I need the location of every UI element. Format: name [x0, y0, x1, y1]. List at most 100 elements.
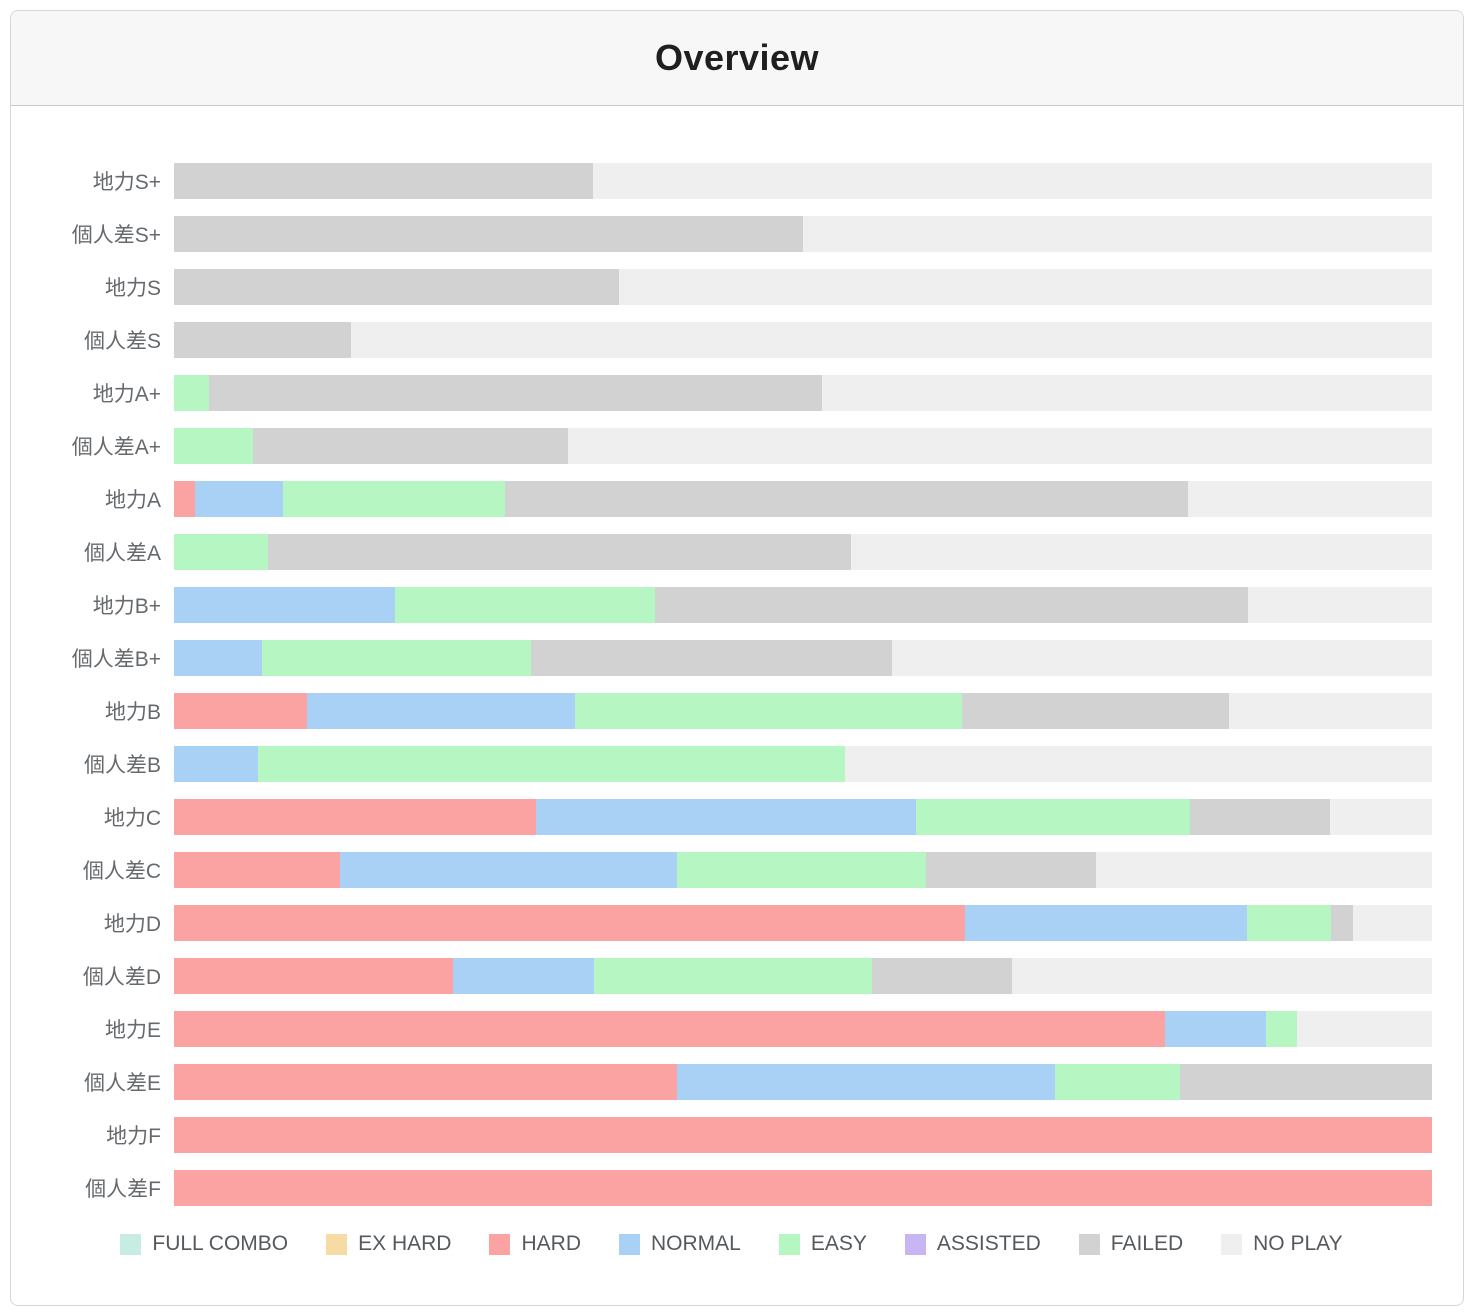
bar-track — [174, 1170, 1432, 1206]
legend-swatch-normal — [619, 1233, 640, 1255]
bar-segment-no-play — [1352, 905, 1432, 941]
overview-card: Overview 地力S+ 個人差S+ 地力S 個人差S 地力A+ 個人差A+ 地力A 個人差… — [10, 10, 1464, 1306]
bar-segment-no-play — [821, 375, 1432, 411]
bar-segment-hard — [174, 852, 341, 888]
bar-segment-no-play — [1096, 852, 1432, 888]
bar-track — [174, 587, 1432, 623]
chart-row: 地力B+ — [31, 587, 1432, 623]
bar-segment-normal — [965, 905, 1248, 941]
bar-segment-hard — [174, 958, 454, 994]
legend-swatch-failed — [1078, 1233, 1100, 1255]
bar-segment-no-play — [567, 428, 1432, 464]
bar-segment-easy — [916, 799, 1191, 835]
chart-row: 個人差B — [31, 746, 1432, 782]
legend-label: FULL COMBO — [152, 1232, 289, 1255]
legend-item-easy[interactable]: EASY — [778, 1232, 867, 1256]
legend-item-no-play[interactable]: NO PLAY — [1221, 1232, 1343, 1256]
bar-segment-failed — [174, 163, 593, 199]
chart-row: 個人差S — [31, 322, 1432, 358]
bar-segment-normal — [1165, 1011, 1266, 1047]
bar-segment-no-play — [1187, 481, 1432, 517]
bar-segment-easy — [1247, 905, 1332, 941]
row-label: 個人差F — [85, 1178, 161, 1201]
legend-item-hard[interactable]: HARD — [489, 1232, 581, 1256]
legend-label: HARD — [521, 1232, 581, 1255]
chart-row: 個人差E — [31, 1064, 1432, 1100]
bar-track — [174, 375, 1432, 411]
bar-track — [174, 958, 1432, 994]
bar-track — [174, 693, 1432, 729]
row-label: 地力A — [104, 489, 161, 512]
chart-row: 地力B — [31, 693, 1432, 729]
bar-segment-no-play — [1297, 1011, 1432, 1047]
chart-area: 地力S+ 個人差S+ 地力S 個人差S 地力A+ 個人差A+ 地力A 個人差A 地力B+ 個人差B… — [11, 106, 1463, 1256]
bar-segment-easy — [677, 852, 927, 888]
bar-segment-no-play — [892, 640, 1432, 676]
chart-row: 個人差S+ — [31, 216, 1432, 252]
legend-swatch-assisted — [904, 1233, 926, 1255]
chart-row: 個人差B+ — [31, 640, 1432, 676]
bar-segment-failed — [654, 587, 1249, 623]
row-label: 地力A+ — [92, 383, 161, 406]
row-label: 地力S — [104, 277, 161, 300]
legend-item-ex-hard[interactable]: EX HARD — [326, 1232, 451, 1256]
bar-track — [174, 1011, 1432, 1047]
bar-segment-normal — [174, 587, 396, 623]
legend-swatch-no-play — [1221, 1233, 1243, 1255]
bar-segment-easy — [258, 746, 845, 782]
chart-row: 地力S — [31, 269, 1432, 305]
bar-track — [174, 799, 1432, 835]
bar-segment-no-play — [850, 534, 1432, 570]
bar-segment-failed — [531, 640, 893, 676]
bar-segment-normal — [340, 852, 678, 888]
row-label: 個人差E — [83, 1072, 161, 1095]
row-label: 地力E — [104, 1019, 161, 1042]
chart-row: 地力A — [31, 481, 1432, 517]
row-label: 個人差B+ — [71, 648, 161, 671]
legend-label: NORMAL — [651, 1232, 741, 1255]
bar-segment-normal — [677, 1064, 1055, 1100]
chart-row: 個人差A — [31, 534, 1432, 570]
page-title: Overview — [654, 37, 820, 78]
legend-item-normal[interactable]: NORMAL — [619, 1232, 741, 1256]
bar-segment-failed — [504, 481, 1188, 517]
bar-segment-easy — [594, 958, 873, 994]
row-label: 個人差S+ — [71, 224, 161, 247]
bar-segment-no-play — [1248, 587, 1432, 623]
bar-segment-failed — [174, 322, 352, 358]
bar-track — [174, 269, 1432, 305]
bar-segment-no-play — [1229, 693, 1432, 729]
chart-row: 地力D — [31, 905, 1432, 941]
bar-segment-easy — [283, 481, 505, 517]
legend-item-failed[interactable]: FAILED — [1078, 1232, 1183, 1256]
legend-swatch-hard — [489, 1233, 511, 1255]
row-label: 地力F — [106, 1125, 161, 1148]
chart-legend: FULL COMBO EX HARD HARD NORMAL EASY ASSISTED F… — [31, 1232, 1432, 1256]
bar-segment-normal — [536, 799, 917, 835]
legend-item-assisted[interactable]: ASSISTED — [904, 1232, 1041, 1256]
bar-segment-easy — [575, 693, 962, 729]
chart-row: 地力S+ — [31, 163, 1432, 199]
bar-segment-easy — [174, 375, 210, 411]
card-header: Overview — [11, 11, 1463, 106]
legend-label: EX HARD — [358, 1232, 452, 1255]
legend-label: NO PLAY — [1253, 1232, 1343, 1255]
bar-track — [174, 163, 1432, 199]
bar-segment-no-play — [619, 269, 1432, 305]
chart-row: 地力F — [31, 1117, 1432, 1153]
bar-segment-failed — [1180, 1064, 1432, 1100]
row-label: 個人差S — [83, 330, 161, 353]
row-label: 地力C — [103, 807, 161, 830]
bar-track — [174, 905, 1432, 941]
bar-segment-no-play — [1330, 799, 1432, 835]
bar-track — [174, 746, 1432, 782]
row-label: 地力D — [103, 913, 161, 936]
bar-segment-easy — [174, 428, 254, 464]
chart-row: 個人差D — [31, 958, 1432, 994]
bar-track — [174, 481, 1432, 517]
row-label: 地力B — [104, 701, 161, 724]
legend-item-full-combo[interactable]: FULL COMBO — [120, 1232, 288, 1256]
bar-track — [174, 428, 1432, 464]
bar-segment-easy — [395, 587, 655, 623]
bar-segment-hard — [174, 799, 537, 835]
